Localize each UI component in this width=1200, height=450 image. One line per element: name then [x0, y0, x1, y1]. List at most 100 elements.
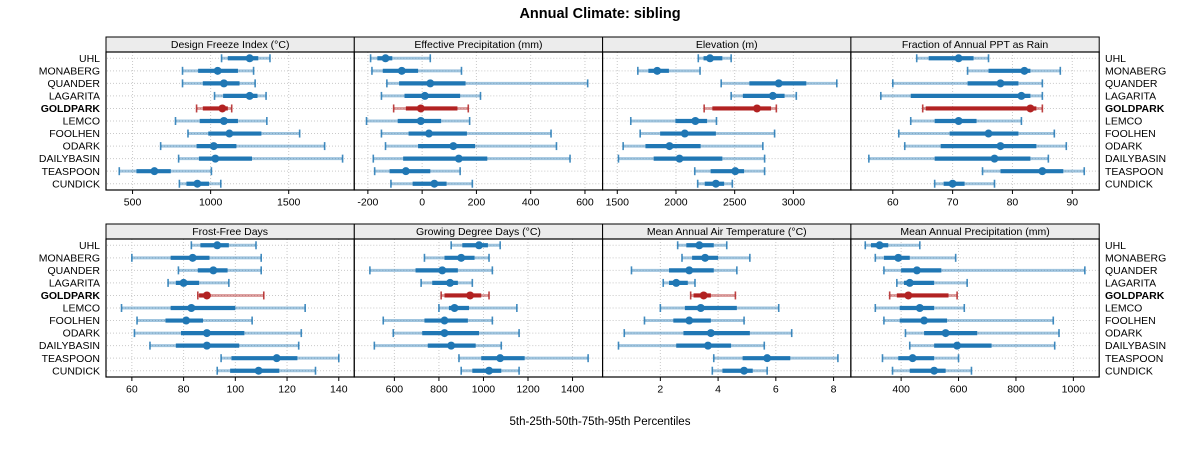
chart-title: Annual Climate: sibling	[519, 6, 681, 22]
x-tick-label: 4	[715, 384, 721, 396]
site-label-left: FOOLHEN	[49, 128, 100, 140]
median-dot	[984, 129, 993, 138]
median-dot	[711, 179, 720, 188]
median-dot	[703, 341, 712, 350]
x-tick-label: 600	[950, 384, 968, 396]
site-label-right: CUNDICK	[1105, 365, 1153, 377]
median-dot	[381, 54, 390, 63]
median-dot	[953, 341, 962, 350]
site-label-right: FOOLHEN	[1105, 128, 1156, 140]
median-dot	[485, 366, 494, 375]
median-dot	[209, 266, 218, 275]
x-tick-label: 80	[178, 384, 190, 396]
median-dot	[420, 91, 429, 100]
median-dot	[905, 278, 914, 287]
x-tick-label: 70	[947, 197, 959, 209]
site-label-right: FOOLHEN	[1105, 315, 1156, 327]
median-dot	[416, 117, 425, 125]
site-label-right: MONABERG	[1105, 65, 1166, 77]
median-dot	[990, 154, 999, 163]
site-label-right: UHL	[1105, 240, 1126, 252]
x-tick-label: 2000	[664, 197, 688, 209]
median-dot	[894, 253, 903, 262]
median-dot	[763, 354, 772, 363]
site-label-left: TEASPOON	[42, 353, 100, 365]
median-dot	[685, 266, 694, 275]
median-dot	[675, 154, 684, 163]
median-dot	[245, 91, 254, 100]
site-label-left: MONABERG	[39, 252, 100, 264]
site-label-right: DAILYBASIN	[1105, 153, 1166, 165]
chart-caption: 5th-25th-50th-75th-95th Percentiles	[509, 416, 691, 428]
median-dot	[996, 79, 1005, 88]
site-label-left: CUNDICK	[52, 365, 100, 377]
x-tick-label: 100	[227, 384, 245, 396]
x-tick-label: 3000	[782, 197, 806, 209]
median-dot	[440, 329, 449, 338]
median-dot	[179, 278, 188, 287]
site-label-left: FOOLHEN	[49, 315, 100, 327]
x-tick-label: 800	[1007, 384, 1025, 396]
median-dot	[416, 104, 425, 113]
median-dot	[699, 291, 708, 300]
panel-title: Mean Annual Air Temperature (°C)	[647, 226, 807, 238]
site-label-right: DAILYBASIN	[1105, 340, 1166, 352]
median-dot	[696, 304, 705, 312]
median-dot	[454, 154, 463, 163]
median-dot	[272, 354, 281, 363]
site-label-right: TEASPOON	[1105, 166, 1163, 178]
site-label-right: LEMCO	[1105, 303, 1142, 315]
x-tick-label: 90	[1066, 197, 1078, 209]
site-label-right: GOLDPARK	[1105, 103, 1165, 115]
median-dot	[996, 142, 1005, 151]
panel-title: Frost-Free Days	[192, 226, 268, 238]
median-dot	[680, 129, 689, 138]
median-dot	[457, 253, 466, 262]
site-label-left: ODARK	[63, 141, 100, 153]
panel-title: Elevation (m)	[696, 39, 758, 51]
median-dot	[701, 253, 710, 262]
site-label-right: UHL	[1105, 53, 1126, 65]
median-dot	[202, 341, 211, 350]
median-dot	[685, 316, 694, 325]
panel-border	[850, 238, 1100, 378]
panel-border	[850, 51, 1100, 191]
median-dot	[182, 316, 191, 325]
median-dot	[219, 117, 228, 125]
median-dot	[426, 79, 435, 88]
median-dot	[245, 54, 254, 63]
x-tick-label: 200	[468, 197, 486, 209]
median-dot	[1026, 104, 1035, 113]
site-label-left: MONABERG	[39, 65, 100, 77]
x-tick-label: 1000	[199, 197, 223, 209]
site-label-right: QUANDER	[1105, 265, 1158, 277]
site-label-left: UHL	[79, 53, 100, 65]
median-dot	[438, 266, 447, 275]
median-dot	[466, 291, 475, 300]
x-tick-label: 80	[1007, 197, 1019, 209]
median-dot	[430, 179, 439, 188]
median-dot	[150, 167, 159, 176]
median-dot	[731, 167, 740, 176]
site-label-left: QUANDER	[47, 78, 100, 90]
x-tick-label: 1000	[472, 384, 496, 396]
median-dot	[446, 278, 455, 287]
x-tick-label: 2500	[723, 197, 747, 209]
median-dot	[213, 241, 222, 250]
x-tick-label: 140	[330, 384, 348, 396]
site-label-right: QUANDER	[1105, 78, 1158, 90]
x-tick-label: 1200	[516, 384, 540, 396]
x-tick-label: 600	[576, 197, 594, 209]
median-dot	[672, 278, 681, 287]
median-dot	[752, 104, 761, 113]
x-tick-label: 120	[278, 384, 296, 396]
median-dot	[706, 54, 715, 63]
median-dot	[209, 142, 218, 151]
site-label-right: MONABERG	[1105, 252, 1166, 264]
median-dot	[254, 366, 263, 375]
median-dot	[768, 91, 777, 100]
site-label-left: LAGARITA	[49, 91, 100, 103]
site-label-left: DAILYBASIN	[39, 340, 100, 352]
site-label-right: LEMCO	[1105, 116, 1142, 128]
